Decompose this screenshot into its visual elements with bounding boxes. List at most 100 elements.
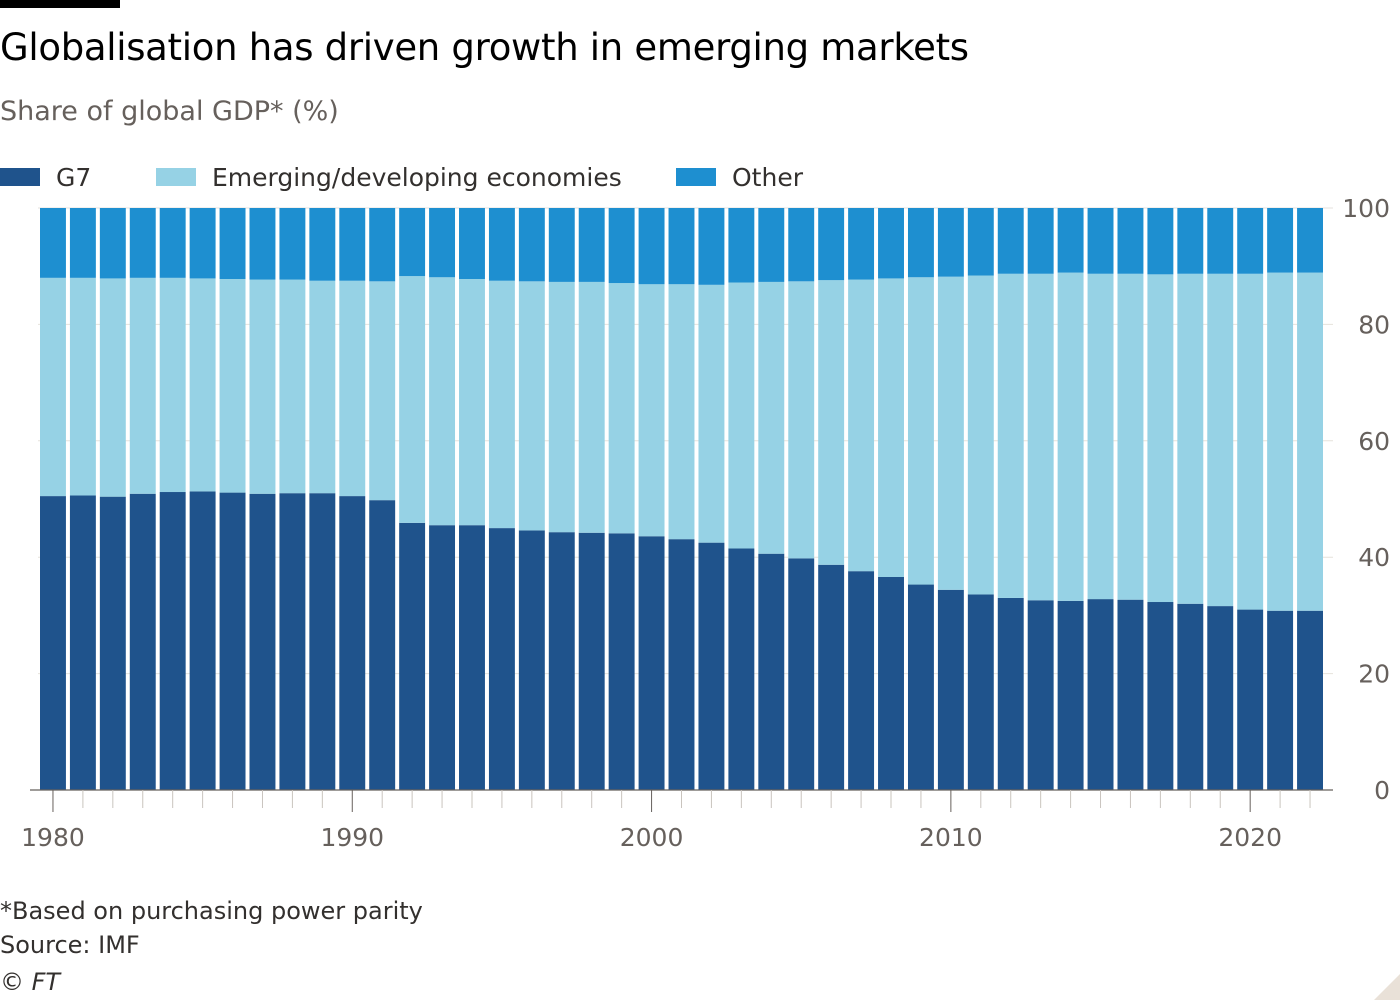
bar-1985-series-0 [189,491,216,790]
x-tick-label-2000: 2000 [620,823,684,852]
bar-1982-series-2 [99,208,126,279]
bar-2002-series-2 [698,208,725,285]
bar-1990-series-1 [339,280,366,497]
chart-legend: G7 Emerging/developing economies Other [0,160,1000,194]
bar-1990-series-0 [339,496,366,790]
bar-1994-series-1 [459,279,485,526]
y-tick-label-40: 40 [1358,543,1390,572]
bar-1998-series-2 [578,208,605,282]
bar-2012-series-1 [997,273,1024,598]
bar-1997-series-0 [548,532,575,790]
bar-2016-series-2 [1117,208,1144,274]
bar-2021-series-2 [1267,208,1294,273]
bar-2012-series-2 [997,208,1024,274]
bar-2011-series-1 [967,275,994,595]
bar-2008-series-0 [878,576,904,790]
bar-2022-series-1 [1297,272,1323,611]
bar-1981-series-2 [69,208,96,278]
bar-1996-series-1 [518,281,545,531]
ft-copyright: © FT [0,968,61,996]
bar-1998-series-0 [578,532,605,790]
bar-2020-series-0 [1237,609,1264,790]
legend-label-g7: G7 [56,162,92,192]
bar-2004-series-1 [758,281,785,554]
bar-1994-series-0 [459,525,485,790]
bar-1988-series-2 [279,208,306,280]
bar-1999-series-0 [608,533,635,790]
bar-2006-series-1 [818,280,845,565]
bar-1992-series-1 [399,276,426,523]
bar-2017-series-1 [1147,274,1174,603]
bar-1981-series-1 [69,277,96,496]
bar-2014-series-2 [1057,208,1084,273]
bar-2010-series-2 [937,208,964,277]
bar-2008-series-1 [878,278,904,577]
bar-1990-series-2 [339,208,366,281]
bar-2018-series-0 [1177,603,1204,790]
bar-1995-series-2 [488,208,515,281]
bar-1985-series-1 [189,278,216,492]
bar-1998-series-1 [578,281,605,533]
bar-2017-series-2 [1147,208,1174,275]
bar-2016-series-0 [1117,599,1144,790]
bar-1993-series-1 [429,277,456,526]
bar-1980-series-1 [40,277,66,497]
legend-label-emerging: Emerging/developing economies [212,162,622,192]
bar-1991-series-0 [369,500,396,790]
bar-2003-series-0 [728,548,755,790]
bar-2001-series-2 [668,208,695,285]
bar-1982-series-0 [99,496,126,790]
bar-2001-series-1 [668,284,695,540]
bar-2020-series-1 [1237,273,1264,610]
bar-2006-series-0 [818,564,845,790]
bar-2005-series-0 [788,558,815,790]
bar-2022-series-2 [1297,208,1323,273]
bar-1997-series-1 [548,281,575,533]
bar-1980-series-2 [40,208,66,278]
bar-2016-series-1 [1117,273,1144,600]
bar-2003-series-2 [728,208,755,283]
bar-1989-series-1 [309,280,336,494]
bar-1987-series-1 [249,279,276,494]
bar-1986-series-2 [219,208,246,279]
bar-2009-series-1 [907,277,934,585]
bar-2007-series-1 [848,279,875,572]
chart-title: Globalisation has driven growth in emerg… [0,26,969,69]
bar-1986-series-0 [219,492,246,790]
bar-1984-series-0 [159,492,186,790]
footnote-ppp: *Based on purchasing power parity [0,897,423,925]
bar-2007-series-2 [848,208,875,280]
bar-2004-series-0 [758,553,785,790]
x-tick-label-1980: 1980 [21,823,85,852]
bar-2017-series-0 [1147,602,1174,790]
bar-2013-series-2 [1027,208,1054,274]
bar-2022-series-0 [1297,610,1323,790]
y-tick-label-100: 100 [1342,194,1390,223]
bar-1984-series-2 [159,208,186,278]
bar-2003-series-1 [728,282,755,549]
bar-2018-series-1 [1177,273,1204,604]
legend-swatch-emerging [156,168,196,186]
bar-2013-series-1 [1027,273,1054,601]
source-note: Source: IMF [0,931,140,959]
bar-1995-series-0 [488,528,515,790]
bar-1992-series-0 [399,522,426,790]
bar-1989-series-0 [309,493,336,790]
bar-1983-series-2 [129,208,156,278]
bar-2014-series-0 [1057,600,1084,790]
bar-1994-series-2 [459,208,485,279]
bar-2000-series-1 [638,284,665,537]
y-tick-label-60: 60 [1358,427,1390,456]
bar-1983-series-0 [129,493,156,790]
bar-2005-series-1 [788,281,815,559]
bar-1984-series-1 [159,277,186,493]
bar-2020-series-2 [1237,208,1264,274]
y-tick-label-80: 80 [1358,310,1390,339]
bar-1982-series-1 [99,278,126,497]
x-tick-label-2020: 2020 [1218,823,1282,852]
bar-2004-series-2 [758,208,785,282]
bar-2015-series-1 [1087,273,1114,600]
bar-1999-series-2 [608,208,635,284]
bar-2019-series-1 [1207,273,1234,607]
legend-item-g7: G7 [0,160,91,194]
